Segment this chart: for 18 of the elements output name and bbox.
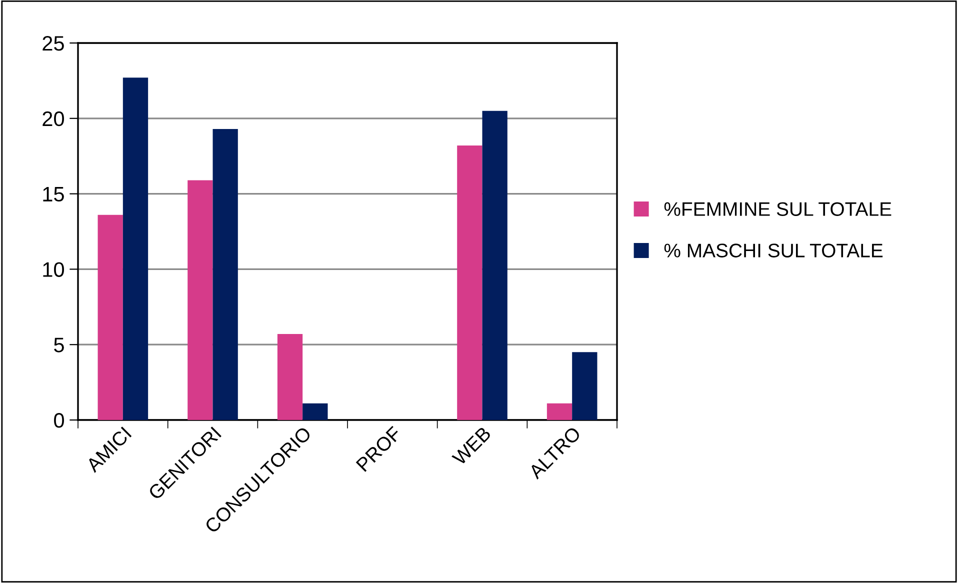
y-tick-label: 15 (43, 187, 64, 202)
bar (188, 180, 213, 420)
bar (482, 110, 508, 420)
y-tick-label: 0 (54, 413, 64, 428)
legend-label: % MASCHI SUL TOTALE (664, 244, 883, 258)
bar (302, 403, 328, 420)
y-tick-label: 10 (43, 262, 64, 277)
bar (122, 78, 148, 420)
y-tick-label: 5 (54, 338, 64, 352)
legend-label: %FEMMINE SUL TOTALE (664, 202, 892, 216)
bar (572, 352, 598, 420)
bar (212, 128, 238, 420)
y-tick-label: 20 (42, 111, 64, 126)
bar (546, 403, 572, 420)
bar (98, 214, 123, 420)
y-tick-label: 25 (42, 36, 64, 51)
bar (277, 334, 303, 420)
bar (457, 146, 482, 420)
